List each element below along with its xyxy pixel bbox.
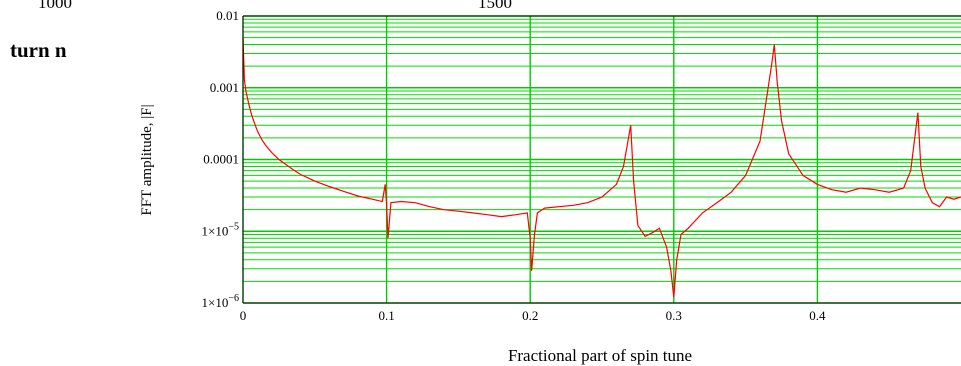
y-tick-label: 0.001: [210, 80, 239, 95]
x-tick-label: 0.4: [809, 308, 826, 323]
y-tick-label: 1×10−5: [202, 221, 239, 238]
y-axis-label: FFT amplitude, |F|: [139, 104, 155, 215]
plot-area: [243, 16, 961, 303]
top-fragment-left: 1000: [38, 0, 72, 12]
y-tick-label: 1×10−6: [202, 293, 239, 310]
x-tick-label: 0: [240, 308, 247, 323]
x-axis-tick-labels: 0 0.1 0.2 0.3 0.4: [240, 308, 826, 323]
x-tick-label: 0.1: [378, 308, 394, 323]
y-tick-label: 0.0001: [203, 152, 239, 167]
x-tick-label: 0.2: [522, 308, 538, 323]
side-label: turn n: [10, 38, 67, 62]
x-axis-label: Fractional part of spin tune: [508, 346, 692, 365]
x-tick-label: 0.3: [666, 308, 682, 323]
top-fragment-right: 1500: [478, 0, 512, 12]
y-axis-tick-labels: 0.01 0.001 0.0001 1×10−5 1×10−6: [202, 8, 239, 310]
y-tick-label: 0.01: [216, 8, 239, 23]
